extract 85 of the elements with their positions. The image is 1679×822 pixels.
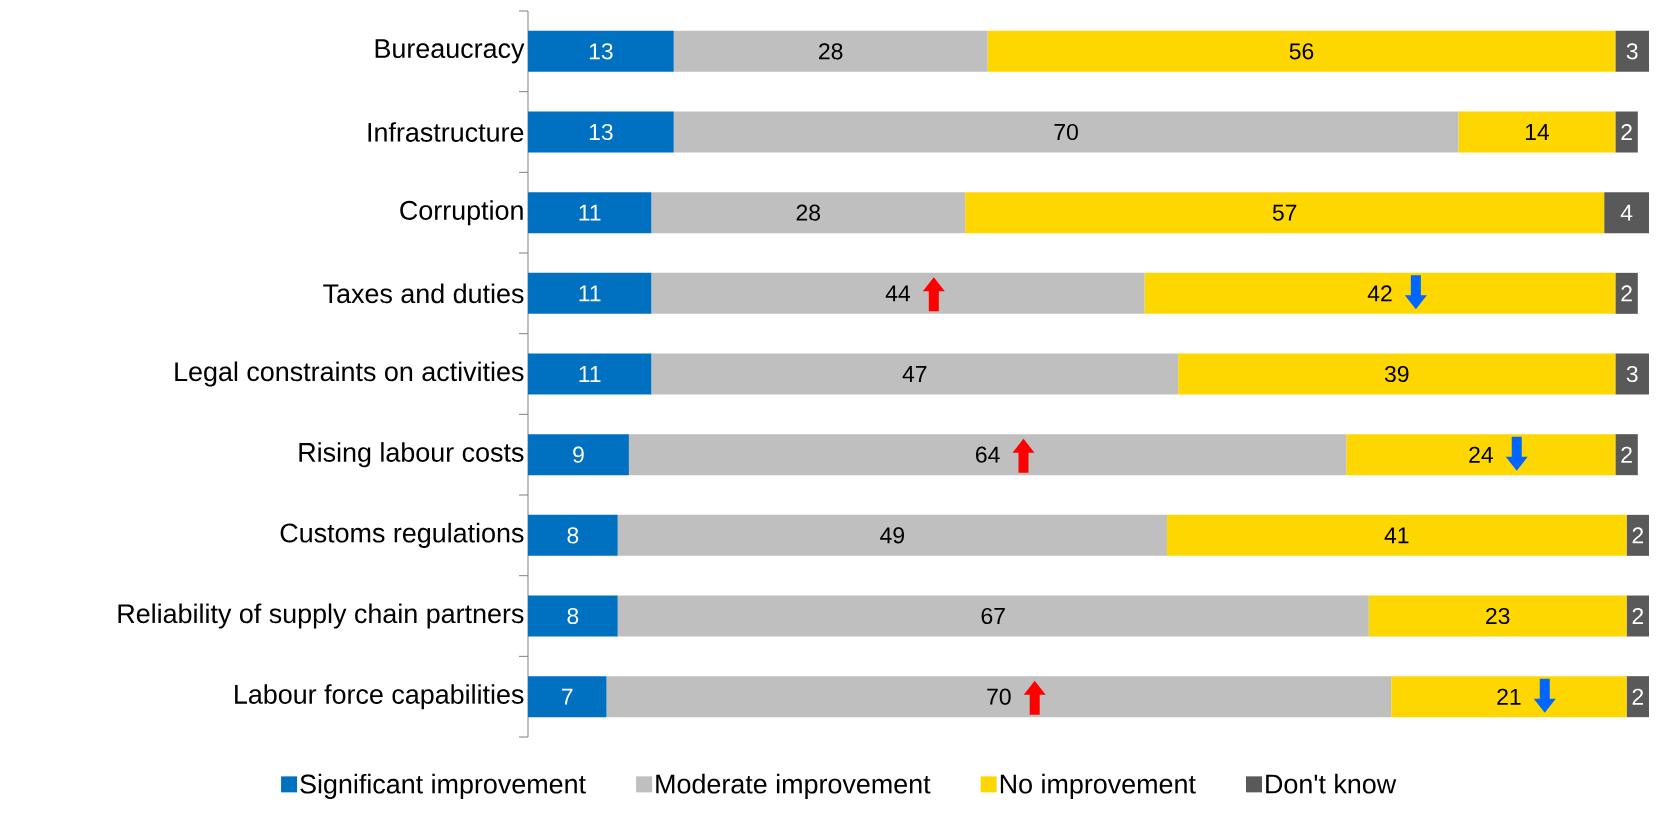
bar — [1391, 676, 1627, 718]
bar — [1178, 353, 1616, 395]
data-label: 2 — [1621, 446, 1632, 463]
data-label: 2 — [1632, 688, 1644, 705]
bar — [617, 514, 1167, 556]
bar — [1626, 676, 1650, 718]
y-tick-label: Taxes and duties — [323, 283, 524, 304]
bar — [528, 272, 652, 314]
data-label: 13 — [589, 123, 613, 141]
bar — [1626, 514, 1650, 556]
bar — [673, 111, 1459, 153]
legend-label: Don't know — [1266, 773, 1397, 794]
data-label: 3 — [1626, 43, 1638, 60]
bar — [528, 514, 618, 556]
data-label: 42 — [1367, 285, 1392, 302]
data-label: 7 — [562, 688, 573, 705]
bar — [528, 111, 674, 153]
data-label: 47 — [902, 366, 927, 382]
bar — [1144, 272, 1616, 314]
data-label: 67 — [981, 607, 1005, 625]
bar — [1615, 272, 1638, 314]
data-label: 3 — [1626, 365, 1638, 383]
data-label: 11 — [579, 366, 601, 382]
legend-label: Moderate improvement — [656, 773, 931, 799]
data-label: 28 — [819, 43, 843, 60]
data-label: 2 — [1621, 124, 1632, 140]
bar — [1166, 514, 1627, 556]
bar — [987, 30, 1616, 72]
bar — [1346, 434, 1616, 476]
data-label: 23 — [1486, 607, 1510, 625]
data-label: 49 — [880, 527, 904, 544]
bar — [1615, 30, 1650, 72]
y-tick-label: Corruption — [400, 200, 523, 226]
bar — [528, 434, 629, 476]
y-tick-label: Bureaucracy — [375, 39, 525, 64]
bar — [528, 676, 607, 718]
data-label: 28 — [796, 204, 821, 221]
y-tick-label: Rising labour costs — [299, 442, 524, 468]
bar — [1615, 434, 1638, 476]
y-tick-label: Legal constraints on activities — [175, 361, 524, 387]
bar — [1604, 192, 1650, 234]
y-tick-label: Infrastructure — [368, 122, 524, 142]
bar — [606, 676, 1392, 718]
bar — [628, 434, 1347, 476]
data-label: 4 — [1620, 204, 1633, 221]
data-label: 39 — [1384, 365, 1409, 383]
data-label: 24 — [1469, 446, 1493, 463]
bar — [651, 192, 966, 234]
data-label: 2 — [1632, 527, 1644, 544]
data-label: 2 — [1621, 285, 1632, 302]
bar — [651, 353, 1179, 395]
bar — [528, 192, 652, 234]
bar — [1615, 353, 1650, 395]
bar — [528, 30, 674, 72]
bar — [528, 595, 618, 637]
data-label: 9 — [573, 446, 584, 463]
bar — [1615, 111, 1638, 153]
legend-label: Significant improvement — [300, 773, 586, 799]
data-label: 14 — [1525, 124, 1549, 140]
bar — [1458, 111, 1616, 153]
data-label: 13 — [589, 43, 613, 60]
data-label: 8 — [567, 607, 579, 625]
data-label: 8 — [567, 527, 579, 544]
y-tick-label: Customs regulations — [280, 522, 524, 548]
data-label: 64 — [976, 446, 1000, 463]
data-label: 11 — [579, 285, 601, 302]
bar — [673, 30, 988, 72]
data-label: 44 — [885, 285, 911, 302]
data-label: 21 — [1497, 688, 1521, 705]
y-tick-label: Labour force capabilities — [235, 684, 524, 710]
y-tick-label: Reliability of supply chain partners — [118, 603, 524, 629]
data-label: 2 — [1632, 608, 1644, 624]
data-label: 56 — [1289, 43, 1314, 60]
data-label: 70 — [987, 688, 1011, 705]
legend-label: No improvement — [1000, 773, 1196, 799]
bar — [528, 353, 652, 395]
bar — [617, 595, 1369, 637]
data-label: 41 — [1384, 527, 1409, 544]
data-label: 57 — [1272, 204, 1297, 221]
bar — [1368, 595, 1627, 637]
data-label: 11 — [579, 204, 601, 221]
bar — [651, 272, 1145, 314]
bar — [965, 192, 1605, 234]
bar — [1626, 595, 1650, 637]
data-label: 70 — [1054, 123, 1078, 141]
